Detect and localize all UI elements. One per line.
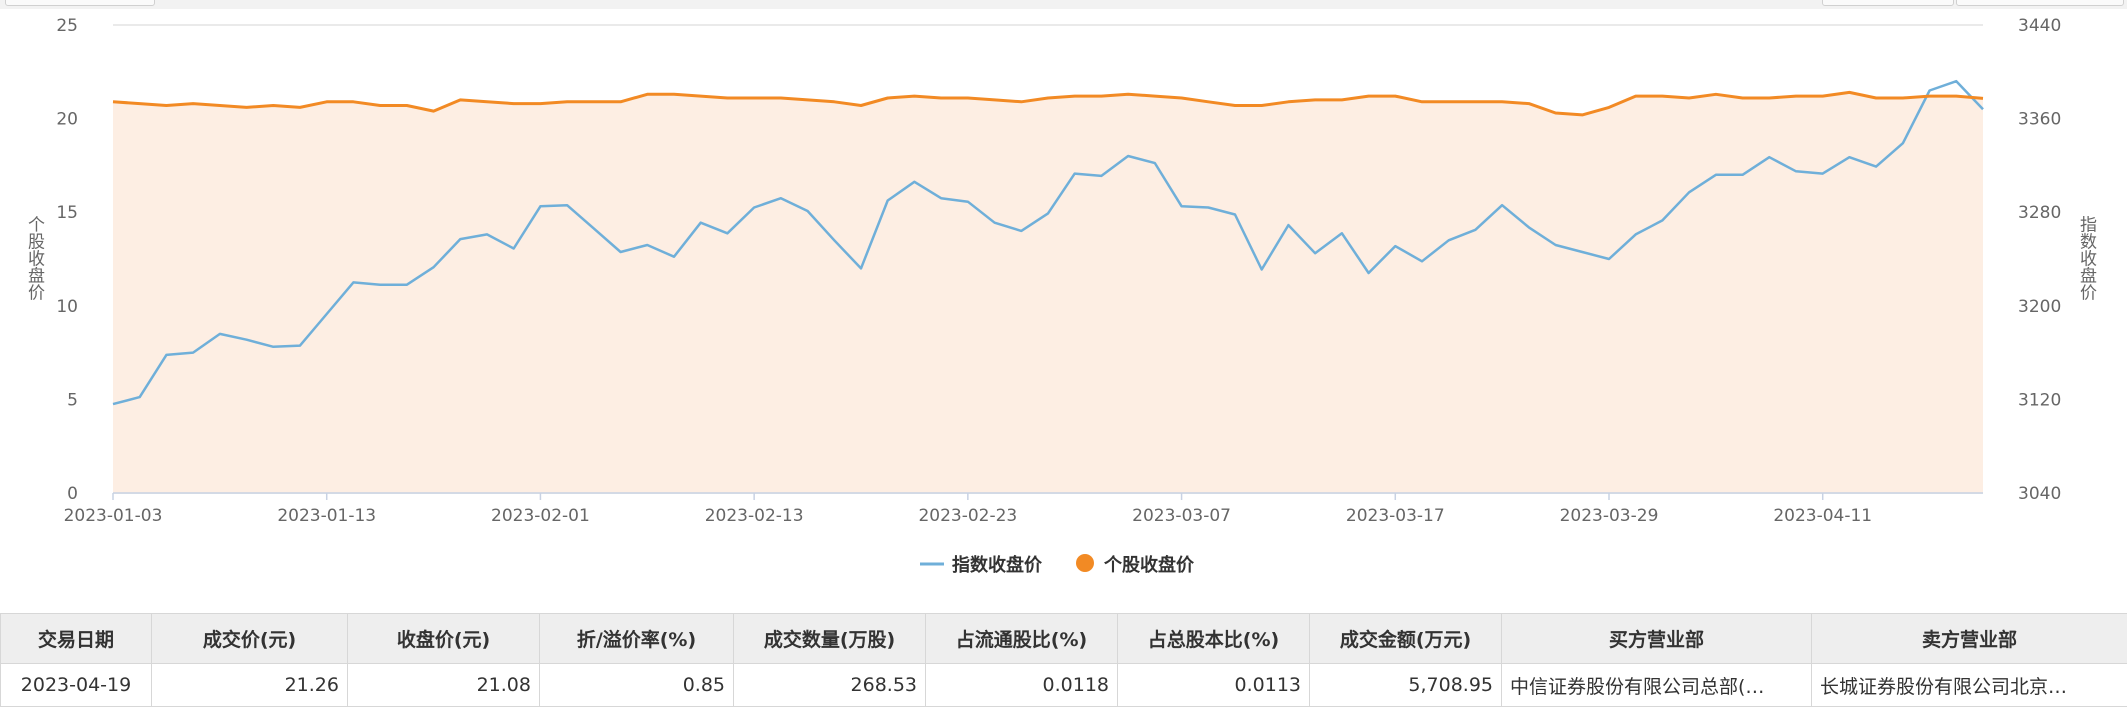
cell-total-ratio: 0.0113 [1118, 664, 1310, 707]
table-row: 2023-04-19 21.26 21.08 0.85 268.53 0.011… [1, 664, 2127, 707]
header-buyer[interactable]: 买方营业部 [1502, 614, 1812, 664]
x-tick-label: 2023-03-07 [1132, 506, 1231, 526]
y-tick-label-left: 5 [67, 390, 78, 410]
header-volume[interactable]: 成交数量(万股) [734, 614, 926, 664]
y-tick-label-left: 25 [56, 16, 78, 36]
legend-stock-label: 个股收盘价 [1103, 554, 1195, 576]
table-header-row: 交易日期 成交价(元) 收盘价(元) 折/溢价率(%) 成交数量(万股) 占流通… [1, 614, 2127, 664]
dual-axis-line-chart: 0 3040 5 3120 10 3200 15 3280 20 3360 25 3440 2023-0… [0, 0, 2127, 610]
y-axis-title-left: 个股收盘价 [24, 215, 45, 300]
y-tick-label-right: 3040 [2018, 484, 2061, 504]
x-tick-label: 2023-02-01 [491, 506, 590, 526]
cell-seller[interactable]: 长城证券股份有限公司北京… [1812, 664, 2127, 707]
y-tick-label-right: 3360 [2018, 110, 2061, 130]
cell-float-ratio: 0.0118 [926, 664, 1118, 707]
x-tick-label: 2023-01-03 [64, 506, 163, 526]
x-tick-label: 2023-04-11 [1773, 506, 1872, 526]
x-tick-label: 2023-02-13 [705, 506, 804, 526]
y-tick-label-left: 10 [56, 297, 78, 317]
stock-price-area [113, 92, 1983, 493]
header-close-price[interactable]: 收盘价(元) [348, 614, 540, 664]
header-deal-price[interactable]: 成交价(元) [152, 614, 348, 664]
cell-buyer[interactable]: 中信证券股份有限公司总部(… [1502, 664, 1812, 707]
legend-index-label: 指数收盘价 [952, 554, 1043, 576]
header-amount[interactable]: 成交金额(万元) [1310, 614, 1502, 664]
cell-close-price: 21.08 [348, 664, 540, 707]
y-tick-label-right: 3200 [2018, 297, 2061, 317]
header-total-ratio[interactable]: 占总股本比(%) [1118, 614, 1310, 664]
y-tick-label-right: 3440 [2018, 16, 2061, 36]
header-float-ratio[interactable]: 占流通股比(%) [926, 614, 1118, 664]
legend-stock-swatch [1076, 554, 1094, 572]
y-tick-label-left: 20 [56, 110, 78, 130]
x-tick-label: 2023-03-29 [1560, 506, 1659, 526]
header-seller[interactable]: 卖方营业部 [1812, 614, 2127, 664]
cell-premium-rate: 0.85 [540, 664, 734, 707]
header-trade-date[interactable]: 交易日期 [1, 614, 152, 664]
y-tick-label-left: 15 [56, 203, 78, 223]
y-tick-label-left: 0 [67, 484, 78, 504]
cell-amount: 5,708.95 [1310, 664, 1502, 707]
cell-trade-date: 2023-04-19 [1, 664, 152, 707]
header-premium-rate[interactable]: 折/溢价率(%) [540, 614, 734, 664]
y-axis-title-right: 指数收盘价 [2076, 215, 2097, 300]
cell-volume: 268.53 [734, 664, 926, 707]
y-tick-label-right: 3280 [2018, 203, 2061, 223]
x-tick-label: 2023-03-17 [1346, 506, 1445, 526]
cell-deal-price: 21.26 [152, 664, 348, 707]
x-tick-label: 2023-02-23 [918, 506, 1017, 526]
block-trade-table: 交易日期 成交价(元) 收盘价(元) 折/溢价率(%) 成交数量(万股) 占流通… [0, 613, 2127, 707]
x-tick-label: 2023-01-13 [277, 506, 376, 526]
y-tick-label-right: 3120 [2018, 390, 2061, 410]
